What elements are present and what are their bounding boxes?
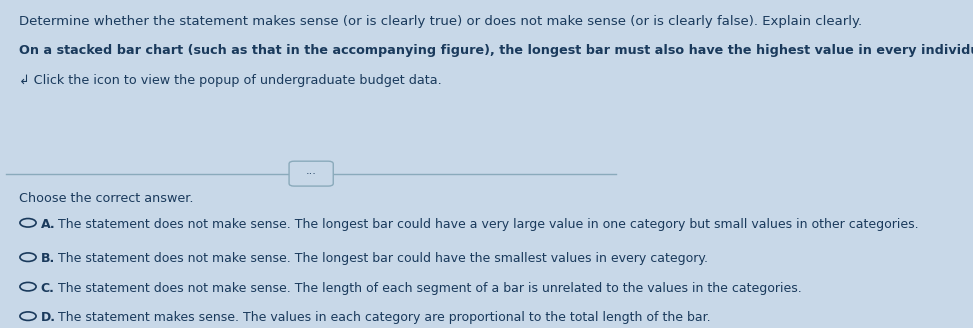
Text: D.: D. (41, 311, 55, 324)
Text: B.: B. (41, 252, 54, 265)
Text: The statement does not make sense. The longest bar could have a very large value: The statement does not make sense. The l… (57, 218, 919, 231)
FancyBboxPatch shape (289, 161, 334, 186)
Text: C.: C. (41, 282, 54, 295)
Text: ···: ··· (306, 169, 316, 179)
Text: The statement does not make sense. The longest bar could have the smallest value: The statement does not make sense. The l… (57, 252, 708, 265)
Text: The statement does not make sense. The length of each segment of a bar is unrela: The statement does not make sense. The l… (57, 282, 802, 295)
Text: A.: A. (41, 218, 55, 231)
Text: Choose the correct answer.: Choose the correct answer. (18, 192, 194, 205)
Text: Determine whether the statement makes sense (or is clearly true) or does not mak: Determine whether the statement makes se… (18, 15, 862, 28)
Text: On a stacked bar chart (such as that in the accompanying figure), the longest ba: On a stacked bar chart (such as that in … (18, 44, 973, 57)
Text: ↲ Click the icon to view the popup of undergraduate budget data.: ↲ Click the icon to view the popup of un… (18, 74, 442, 87)
Text: The statement makes sense. The values in each category are proportional to the t: The statement makes sense. The values in… (57, 311, 710, 324)
